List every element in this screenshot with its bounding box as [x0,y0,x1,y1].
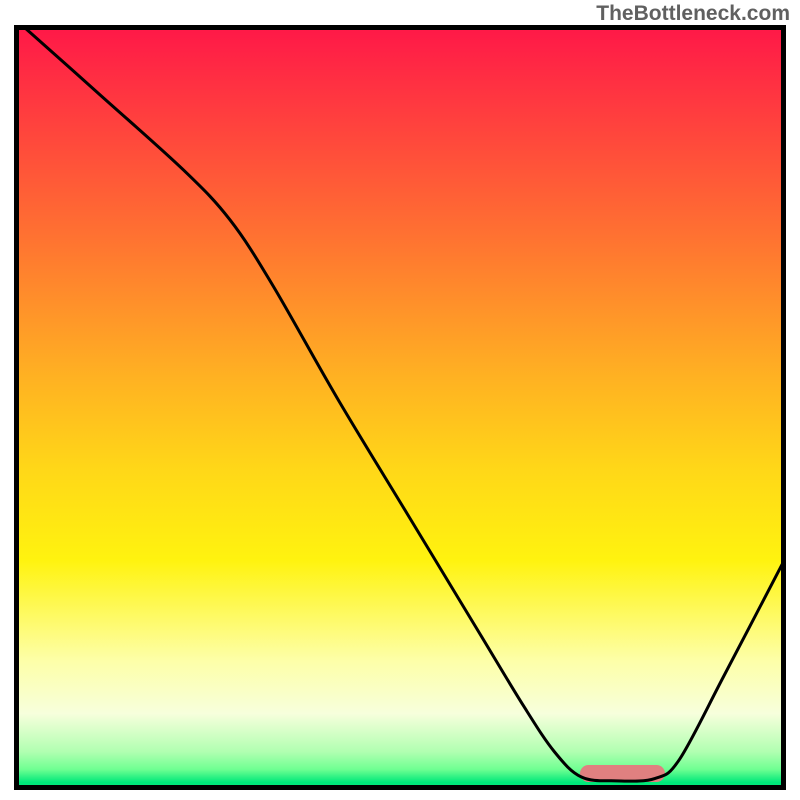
watermark-text: TheBottleneck.com [596,2,790,26]
chart-container: TheBottleneck.com [0,0,800,800]
curve-line [14,25,786,790]
plot-area [14,25,786,790]
